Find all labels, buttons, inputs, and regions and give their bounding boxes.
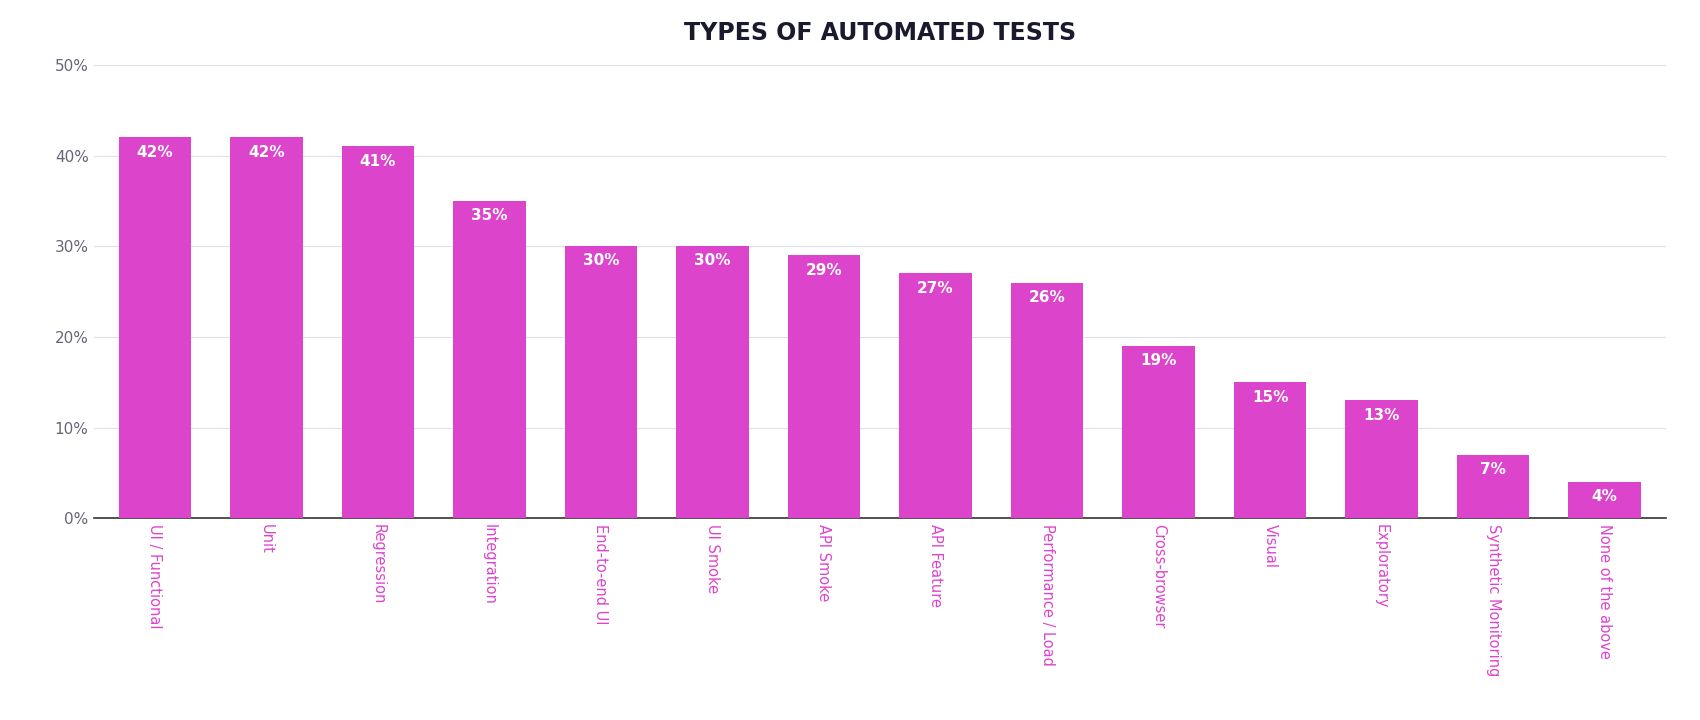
Bar bbox=[342, 146, 415, 518]
Bar bbox=[1457, 455, 1530, 518]
Bar bbox=[1569, 482, 1640, 518]
Text: 30%: 30% bbox=[694, 253, 731, 269]
Text: 41%: 41% bbox=[360, 153, 396, 168]
Bar bbox=[119, 138, 190, 518]
Bar bbox=[677, 246, 748, 518]
Bar bbox=[230, 138, 303, 518]
Bar bbox=[787, 256, 860, 518]
Text: 29%: 29% bbox=[806, 263, 842, 278]
Text: 42%: 42% bbox=[248, 145, 284, 160]
Text: 35%: 35% bbox=[471, 208, 508, 223]
Text: 4%: 4% bbox=[1591, 490, 1618, 505]
Bar bbox=[1012, 282, 1083, 518]
Text: 27%: 27% bbox=[918, 281, 954, 296]
Bar bbox=[454, 201, 525, 518]
Text: 42%: 42% bbox=[136, 145, 173, 160]
Text: 26%: 26% bbox=[1028, 289, 1066, 305]
Bar bbox=[1122, 346, 1195, 518]
Bar bbox=[1234, 382, 1306, 518]
Text: 13%: 13% bbox=[1363, 408, 1399, 423]
Text: 30%: 30% bbox=[583, 253, 619, 269]
Bar bbox=[564, 246, 638, 518]
Text: 15%: 15% bbox=[1251, 390, 1289, 405]
Text: 7%: 7% bbox=[1481, 462, 1506, 477]
Bar bbox=[899, 274, 972, 518]
Bar bbox=[1345, 400, 1418, 518]
Text: 19%: 19% bbox=[1141, 354, 1176, 369]
Title: TYPES OF AUTOMATED TESTS: TYPES OF AUTOMATED TESTS bbox=[683, 21, 1076, 45]
